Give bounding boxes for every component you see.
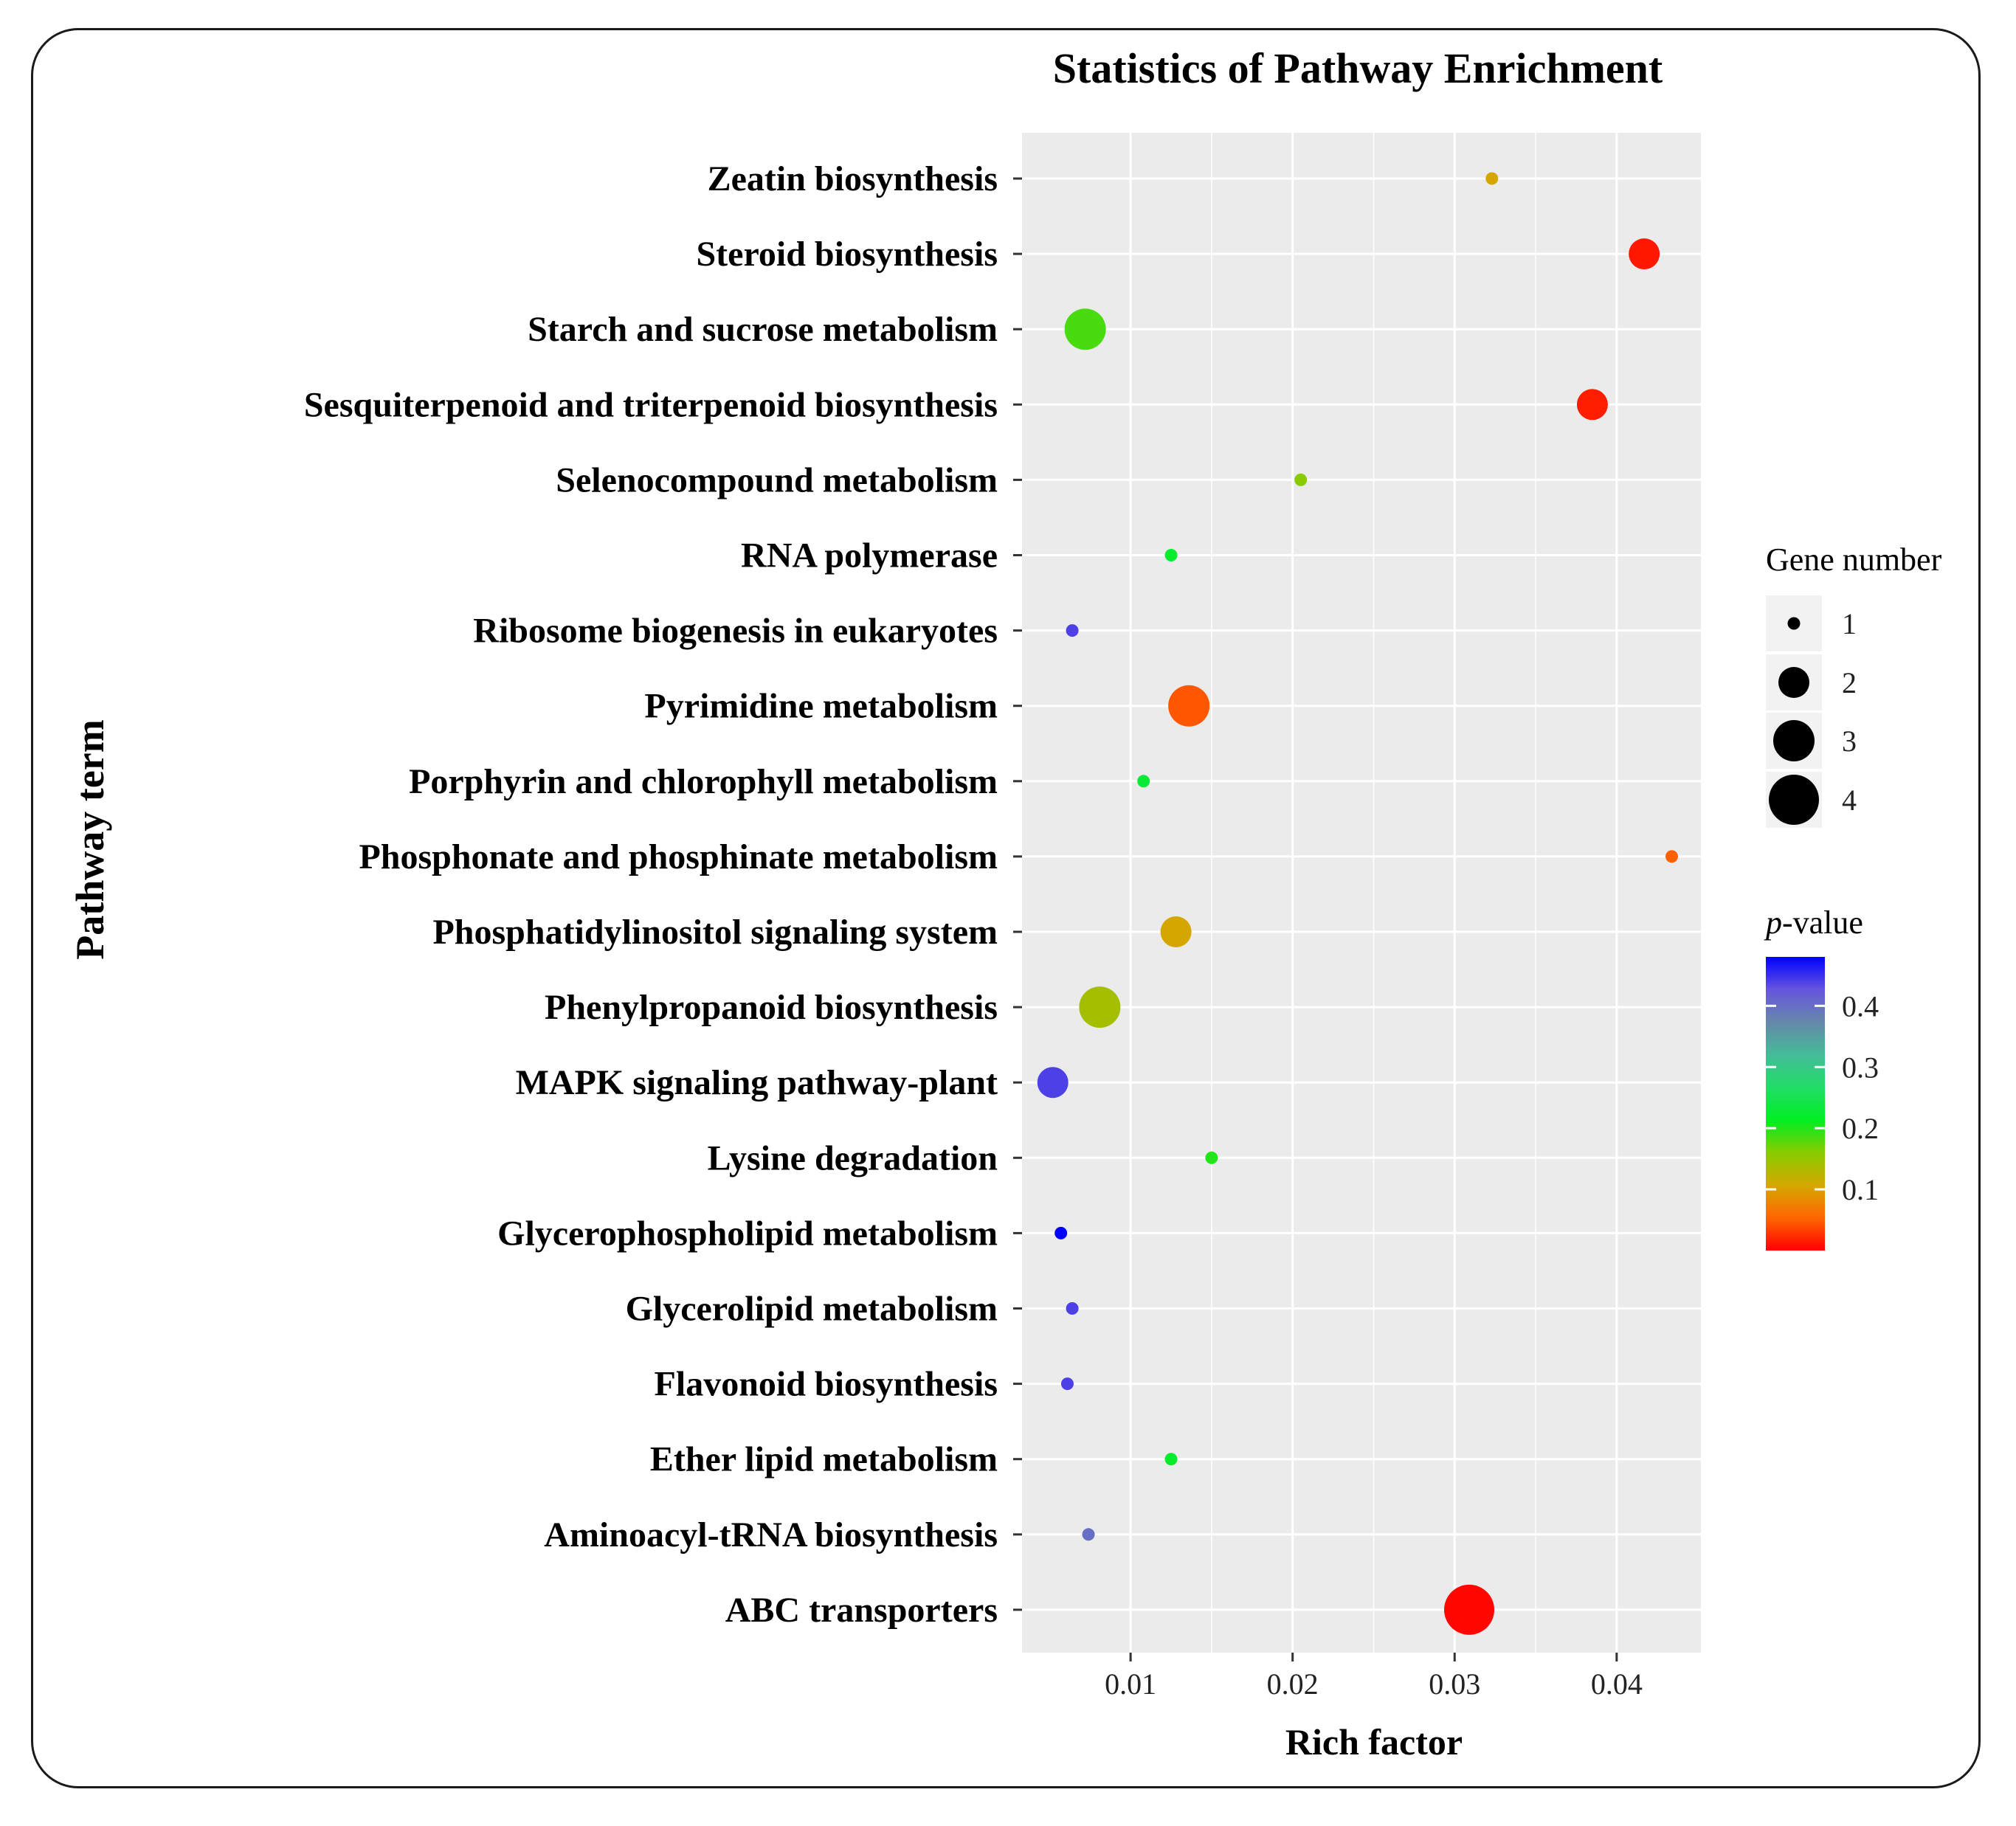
y-tick-label: Starch and sucrose metabolism bbox=[528, 310, 998, 349]
y-tick-label: MAPK signaling pathway-plant bbox=[516, 1063, 998, 1102]
color-legend-label: 0.1 bbox=[1842, 1173, 1879, 1206]
y-tick-label: Zeatin biosynthesis bbox=[708, 159, 998, 198]
y-tick-label: Phosphonate and phosphinate metabolism bbox=[359, 837, 998, 876]
y-tick-label: Porphyrin and chlorophyll metabolism bbox=[409, 762, 998, 801]
data-point bbox=[1576, 389, 1608, 421]
y-tick-label: Ether lipid metabolism bbox=[650, 1440, 998, 1479]
data-point bbox=[1164, 549, 1178, 561]
data-point bbox=[1079, 986, 1121, 1028]
x-tick-label: 0.03 bbox=[1429, 1667, 1480, 1701]
color-legend-label: 0.3 bbox=[1842, 1051, 1879, 1084]
data-point bbox=[1064, 308, 1106, 350]
data-point bbox=[1082, 1528, 1095, 1541]
plot-panel bbox=[1022, 133, 1701, 1653]
data-point bbox=[1205, 1151, 1218, 1164]
y-tick-label: Flavonoid biosynthesis bbox=[655, 1365, 998, 1404]
y-tick-label: Phosphatidylinositol signaling system bbox=[432, 913, 998, 952]
y-tick-label: Aminoacyl-tRNA biosynthesis bbox=[544, 1515, 998, 1554]
data-point bbox=[1665, 850, 1678, 863]
data-point bbox=[1168, 685, 1210, 727]
grid-lines bbox=[1022, 133, 1701, 1653]
y-tick-label: Lysine degradation bbox=[708, 1138, 998, 1177]
y-axis-tick-labels: Zeatin biosynthesis Steroid biosynthesis S… bbox=[304, 159, 998, 1630]
size-legend-dot bbox=[1769, 775, 1819, 825]
size-legend-label: 1 bbox=[1842, 607, 1857, 640]
y-tick-label: Steroid biosynthesis bbox=[696, 235, 998, 274]
data-point bbox=[1037, 1067, 1069, 1099]
size-legend-label: 2 bbox=[1842, 666, 1857, 699]
size-legend-dot bbox=[1773, 720, 1815, 761]
data-point bbox=[1054, 1226, 1068, 1239]
y-tick-label: ABC transporters bbox=[725, 1591, 998, 1630]
color-legend-title: p-value bbox=[1764, 905, 1863, 941]
data-point bbox=[1066, 1302, 1079, 1315]
data-point bbox=[1137, 775, 1150, 788]
chart-title: Statistics of Pathway Enrichment bbox=[1053, 44, 1663, 92]
x-tick-label: 0.01 bbox=[1105, 1667, 1156, 1701]
y-axis-ticks bbox=[1013, 177, 1022, 1611]
y-tick-label: Phenylpropanoid biosynthesis bbox=[545, 988, 998, 1027]
size-legend: 1 2 3 4 bbox=[1766, 595, 1857, 828]
size-legend-title: Gene number bbox=[1766, 542, 1942, 578]
data-point bbox=[1629, 238, 1660, 270]
data-point bbox=[1066, 624, 1079, 637]
color-legend-title-p: p bbox=[1764, 905, 1782, 941]
color-legend-bar bbox=[1766, 957, 1825, 1251]
data-point bbox=[1444, 1584, 1495, 1635]
y-tick-label: Sesquiterpenoid and triterpenoid biosynt… bbox=[304, 385, 998, 424]
data-points bbox=[1037, 172, 1678, 1635]
y-tick-label: Pyrimidine metabolism bbox=[644, 687, 998, 726]
data-point bbox=[1160, 916, 1192, 947]
size-legend-label: 4 bbox=[1842, 784, 1857, 817]
color-legend-label: 0.2 bbox=[1842, 1112, 1879, 1145]
color-legend-title-rest: -value bbox=[1782, 905, 1863, 941]
y-tick-label: RNA polymerase bbox=[741, 536, 998, 575]
data-point bbox=[1164, 1453, 1178, 1466]
y-axis-title: Pathway term bbox=[68, 719, 112, 959]
size-legend-dot bbox=[1787, 617, 1801, 630]
y-tick-label: Ribosome biogenesis in eukaryotes bbox=[473, 612, 998, 651]
data-point bbox=[1294, 473, 1308, 486]
y-tick-label: Selenocompound metabolism bbox=[556, 460, 998, 499]
y-tick-label: Glycerophospholipid metabolism bbox=[497, 1214, 998, 1253]
color-legend-label: 0.4 bbox=[1842, 989, 1879, 1023]
x-tick-label: 0.04 bbox=[1591, 1667, 1643, 1701]
data-point bbox=[1060, 1377, 1074, 1391]
x-tick-label: 0.02 bbox=[1267, 1667, 1319, 1701]
size-legend-label: 3 bbox=[1842, 724, 1857, 758]
data-point bbox=[1485, 172, 1499, 185]
color-legend-ticks: 0.1 0.2 0.3 0.4 bbox=[1766, 989, 1879, 1206]
x-axis-title: Rich factor bbox=[1285, 1721, 1463, 1763]
y-tick-label: Glycerolipid metabolism bbox=[626, 1290, 998, 1329]
x-axis-ticks: 0.01 0.02 0.03 0.04 bbox=[1105, 1653, 1643, 1701]
size-legend-dot bbox=[1778, 667, 1809, 698]
